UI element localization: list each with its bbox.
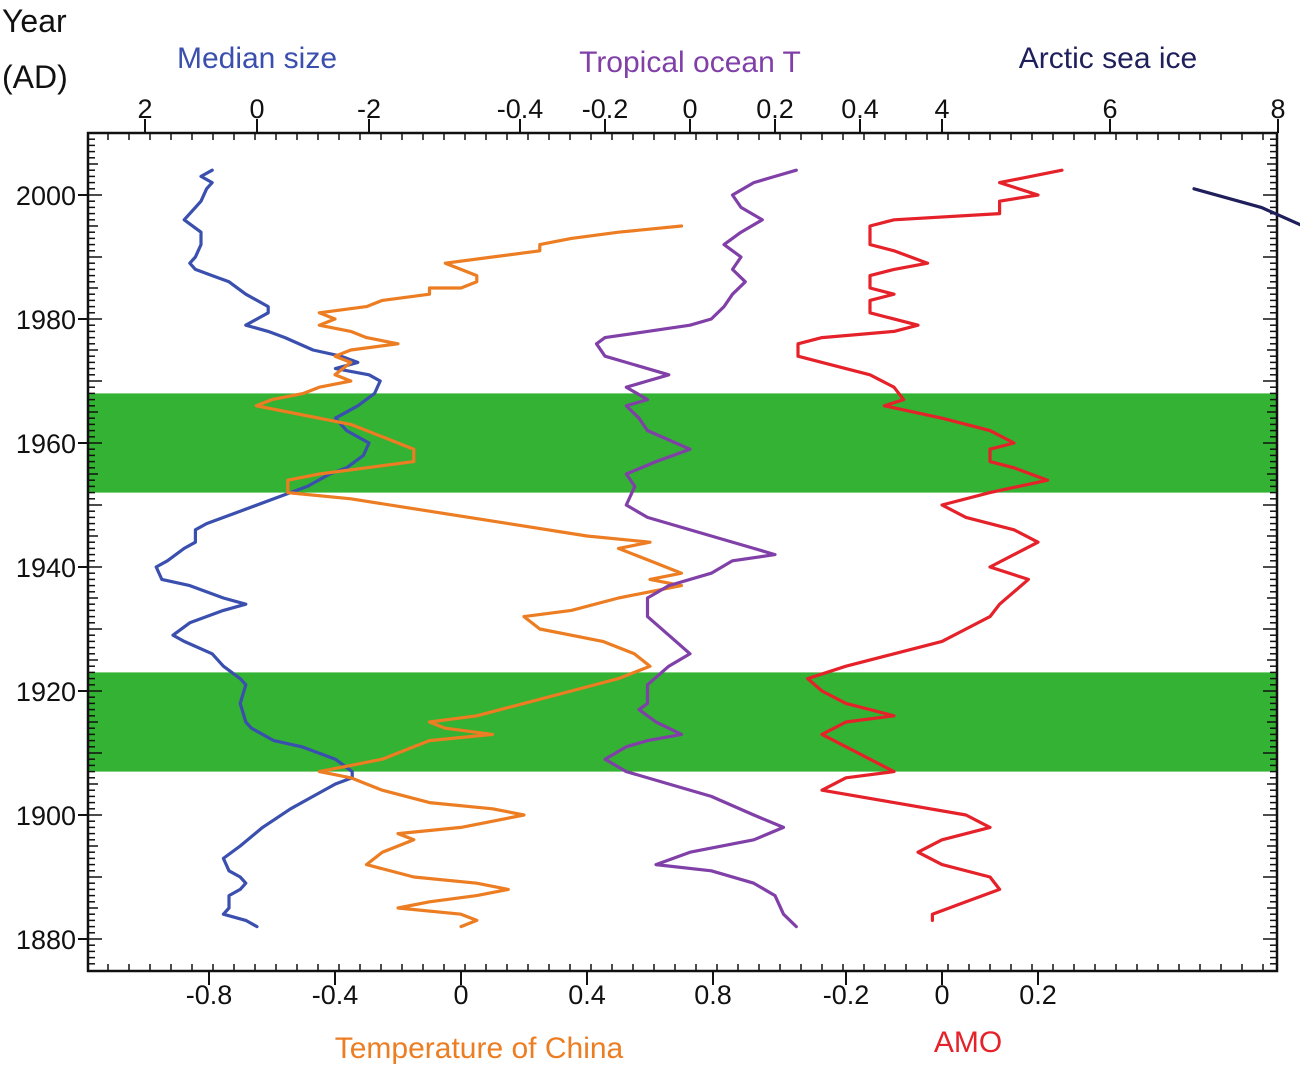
- year-tick-label: 1940: [16, 553, 76, 583]
- series-title-tropical-ocean-t: Tropical ocean T: [579, 46, 801, 79]
- series-line-0: [154, 168, 382, 929]
- year-tick-label: 1900: [16, 801, 76, 831]
- bottom-axis-tick-label-3: 0.2: [1019, 980, 1057, 1010]
- bottom-axis-tick-label-1: 0: [453, 980, 468, 1010]
- year-tick-label: 1980: [16, 305, 76, 335]
- y-axis-title-line1: Year: [2, 3, 67, 39]
- year-tick-label: 1960: [16, 429, 76, 459]
- top-axis-tick-label-0: 2: [137, 94, 152, 124]
- bottom-axis-tick-label-1: 0.4: [568, 980, 606, 1010]
- top-axis-tick-label-2: 0.4: [841, 94, 879, 124]
- highlight-band-1: [88, 672, 1277, 772]
- series-title-amo: AMO: [934, 1026, 1002, 1059]
- bottom-axis-tick-label-1: 0.8: [694, 980, 732, 1010]
- plot-frame: [86, 131, 1279, 973]
- top-axis-tick-label-2: 0: [682, 94, 697, 124]
- year-tick-label: 1920: [16, 677, 76, 707]
- y-axis-title-line2: (AD): [2, 59, 68, 95]
- highlight-band-0: [88, 393, 1277, 493]
- series-line-1: [254, 224, 684, 929]
- top-axis-tick-label-0: 0: [249, 94, 264, 124]
- top-axis-tick-label-2: -0.4: [497, 94, 544, 124]
- top-axis-tick-label-0: -2: [357, 94, 381, 124]
- bottom-axis-tick-label-3: -0.2: [823, 980, 870, 1010]
- series-title-arctic-sea-ice: Arctic sea ice: [1019, 42, 1197, 75]
- bottom-axis-tick-label-1: -0.8: [186, 980, 233, 1010]
- top-axis-tick-label-4: 8: [1270, 94, 1285, 124]
- highlight-bands: [88, 393, 1277, 772]
- series-title-temperature-of-china: Temperature of China: [335, 1032, 624, 1065]
- top-axis-tick-label-2: 0.2: [756, 94, 794, 124]
- top-axis-tick-label-4: 4: [934, 94, 949, 124]
- frame-minor-ticks: [88, 133, 1277, 971]
- bottom-axes: -0.8 -0.4 0 0.4 0.8 -0.2 0 0.2: [186, 971, 1057, 1010]
- series-layer: [154, 168, 1300, 929]
- series-line-2: [594, 168, 798, 929]
- series-line-4: [1192, 187, 1300, 227]
- year-axis: 1880 1900 1920 1940 1960 1980 2000: [16, 181, 88, 955]
- year-tick-label: 1880: [16, 925, 76, 955]
- top-axis-tick-label-2: -0.2: [582, 94, 629, 124]
- top-axis-tick-label-4: 6: [1102, 94, 1117, 124]
- bottom-axis-tick-label-1: -0.4: [312, 980, 359, 1010]
- series-title-median-size: Median size: [177, 42, 337, 75]
- bottom-axis-tick-label-3: 0: [934, 980, 949, 1010]
- year-tick-label: 2000: [16, 181, 76, 211]
- top-axes: 20-2-0.4-0.200.20.44681012: [137, 94, 1286, 133]
- series-line-3: [796, 168, 1064, 922]
